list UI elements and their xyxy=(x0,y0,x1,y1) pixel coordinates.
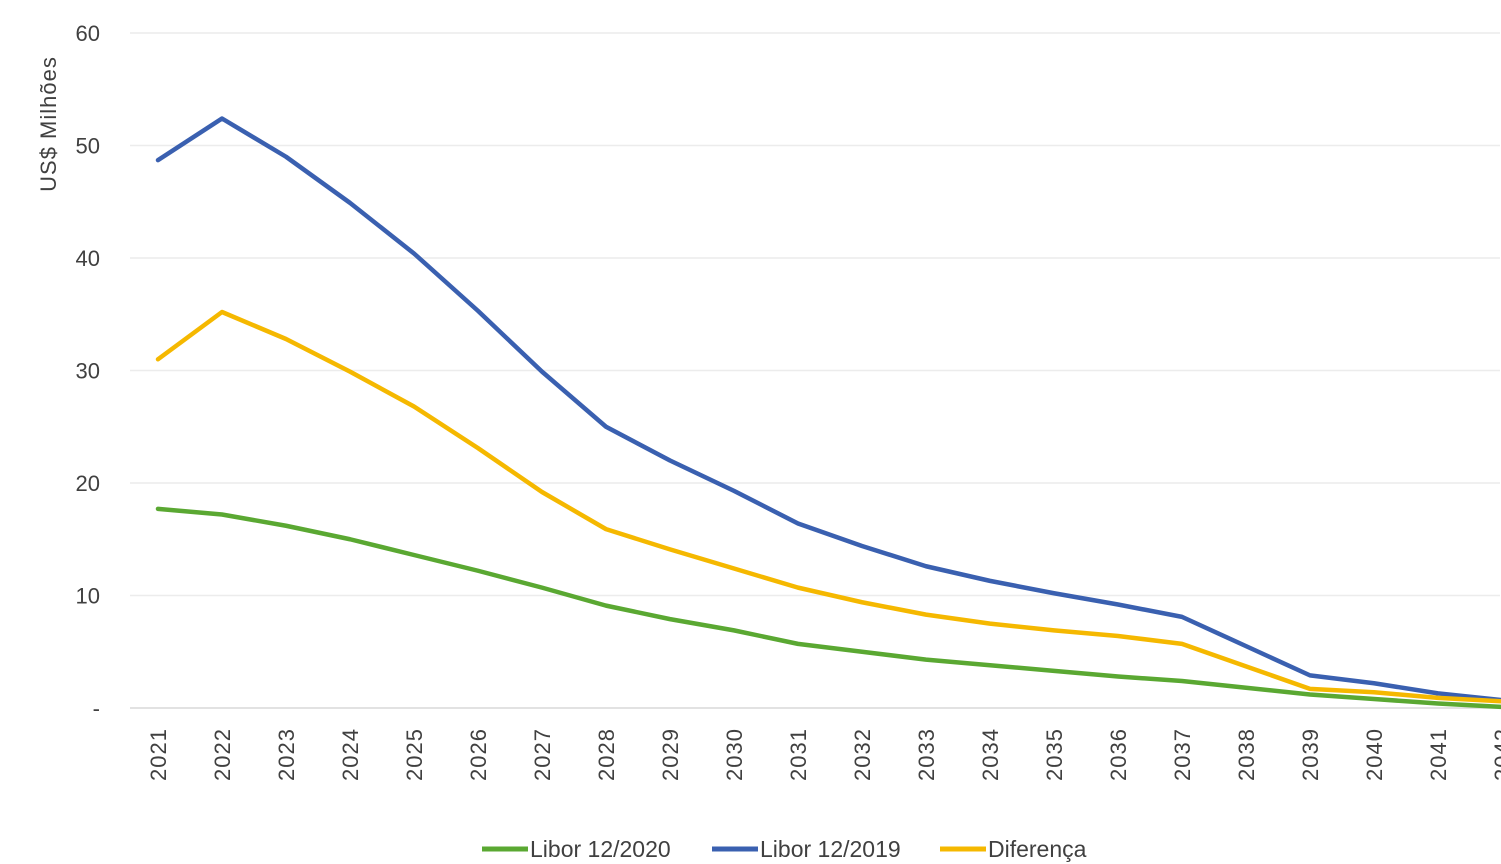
y-tick-label: 20 xyxy=(76,471,100,496)
y-axis-label: US$ Milhões xyxy=(36,56,61,192)
x-tick-label: 2022 xyxy=(210,728,235,781)
x-tick-label: 2042 xyxy=(1490,728,1501,781)
legend: Libor 12/2020 Libor 12/2019 Diferença xyxy=(482,836,1087,862)
legend-label-2: Diferença xyxy=(988,836,1087,862)
x-tick-label: 2037 xyxy=(1170,728,1195,781)
y-tick-label: 30 xyxy=(76,359,100,384)
y-tick-label: 60 xyxy=(76,21,100,46)
legend-label-0: Libor 12/2020 xyxy=(530,836,671,862)
x-tick-label: 2035 xyxy=(1042,728,1067,781)
x-tick-label: 2038 xyxy=(1234,728,1259,781)
y-tick-label: - xyxy=(93,696,100,721)
legend-label-1: Libor 12/2019 xyxy=(760,836,901,862)
x-tick-label: 2039 xyxy=(1298,728,1323,781)
x-tick-label: 2036 xyxy=(1106,728,1131,781)
series-line-0 xyxy=(155,506,1501,710)
x-tick-label: 2034 xyxy=(978,728,1003,781)
x-tick-label: 2024 xyxy=(338,728,363,781)
series-line-1 xyxy=(155,116,1501,703)
x-tick-label: 2025 xyxy=(402,728,427,781)
x-tick-label: 2030 xyxy=(722,728,747,781)
x-tick-label: 2033 xyxy=(914,728,939,781)
x-axis: 2021 2022 2023 2024 2025 2026 2027 2028 2029 2030… xyxy=(146,728,1501,781)
y-tick-label: 40 xyxy=(76,246,100,271)
x-tick-label: 2021 xyxy=(146,728,171,781)
y-tick-label: 10 xyxy=(76,584,100,609)
y-tick-label: 50 xyxy=(76,134,100,159)
x-tick-label: 2040 xyxy=(1362,728,1387,781)
series-line-2 xyxy=(155,309,1501,704)
x-tick-label: 2028 xyxy=(594,728,619,781)
x-tick-label: 2029 xyxy=(658,728,683,781)
series-lines xyxy=(155,116,1501,710)
x-tick-label: 2041 xyxy=(1426,728,1451,781)
x-tick-label: 2026 xyxy=(466,728,491,781)
y-axis: - 10 20 30 40 50 60 xyxy=(76,21,100,721)
x-tick-label: 2023 xyxy=(274,728,299,781)
x-tick-label: 2031 xyxy=(786,728,811,781)
gridlines xyxy=(130,32,1500,709)
x-tick-label: 2032 xyxy=(850,728,875,781)
x-tick-label: 2027 xyxy=(530,728,555,781)
